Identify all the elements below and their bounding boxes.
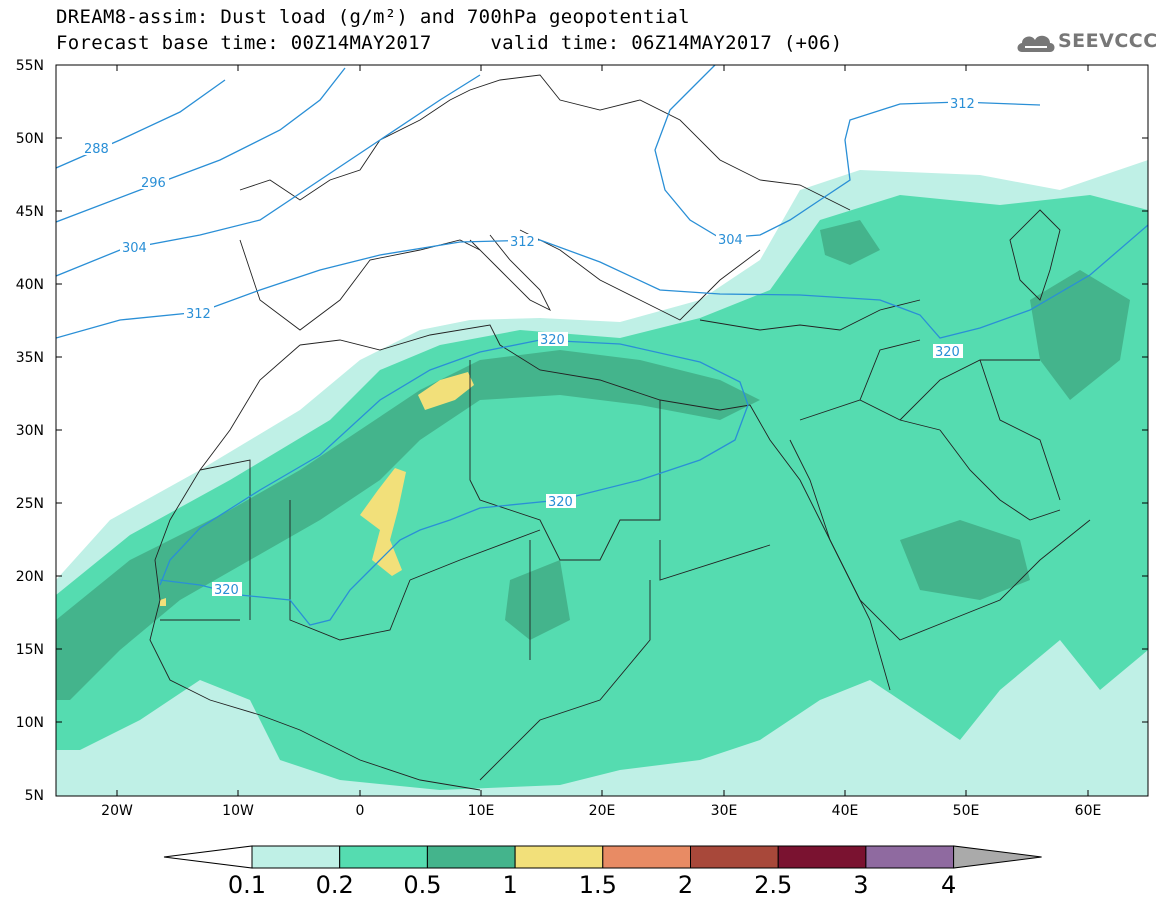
colorbar-segment xyxy=(690,845,779,869)
contour-label: 288 xyxy=(84,142,109,157)
lat-label: 15N xyxy=(16,642,44,658)
lon-label: 20E xyxy=(589,803,616,819)
colorbar-label: 0.1 xyxy=(228,871,266,899)
dust-area-dense-3 xyxy=(1030,270,1130,400)
colorbar-segment xyxy=(426,845,516,869)
coastline-west-africa xyxy=(149,344,481,791)
border-lines-africa xyxy=(160,360,771,781)
dust-area-heavy-1 xyxy=(418,372,474,410)
cloud-logo-icon xyxy=(1017,35,1055,52)
dust-area-heavy-2 xyxy=(360,468,406,576)
lon-label: 10W xyxy=(222,803,254,819)
dust-area-medium xyxy=(56,195,1148,790)
colorbar-label: 3 xyxy=(853,871,868,899)
colorbar-label: 0.5 xyxy=(403,871,441,899)
lat-label: 55N xyxy=(16,58,44,74)
lat-label: 50N xyxy=(16,131,44,147)
lat-label: 5N xyxy=(25,788,44,804)
dust-area-dense-5 xyxy=(505,560,570,640)
dust-area-dense-1 xyxy=(56,350,760,700)
contour-label: 320 xyxy=(214,583,239,598)
lon-label: 60E xyxy=(1075,803,1102,819)
coastline-italy xyxy=(469,234,552,312)
coastline-persian-gulf xyxy=(939,429,1061,521)
contour-label: 312 xyxy=(950,97,975,112)
lon-axis xyxy=(116,65,1089,796)
colorbar-label: 0.2 xyxy=(316,871,354,899)
coastline-europe xyxy=(239,74,851,211)
dust-area-dense-2 xyxy=(900,520,1030,600)
contour-label: 312 xyxy=(510,235,535,250)
lat-label: 30N xyxy=(16,423,44,439)
colorbar-label: 1 xyxy=(502,871,517,899)
dust-area-heavy-3 xyxy=(160,598,166,606)
logo-text: SEEVCCC xyxy=(1058,30,1158,52)
contour-label: 320 xyxy=(540,333,565,348)
colorbar-segment xyxy=(602,845,691,869)
contour-label: 312 xyxy=(186,307,211,322)
contour-label: 320 xyxy=(548,495,573,510)
coastline-caspian xyxy=(1009,209,1061,301)
contour-label: 304 xyxy=(718,233,743,248)
contour-labels: 288 296 304 304 312 312 312 320 320 320 … xyxy=(82,96,978,598)
lon-labels: 20W 10W 0 10E 20E 30E 40E 50E 60E xyxy=(101,803,1101,819)
colorbar-segment xyxy=(514,845,604,869)
border-lines-middle-east xyxy=(799,339,1061,501)
lat-labels: 55N 50N 45N 40N 35N 30N 25N 20N 15N 10N … xyxy=(16,58,44,804)
lat-label: 20N xyxy=(16,569,44,585)
dust-fields xyxy=(56,160,1148,796)
colorbar-segment xyxy=(777,845,867,869)
coastline-arabia xyxy=(789,439,1091,641)
colorbar-segment xyxy=(865,845,955,869)
colorbar-segment xyxy=(251,845,341,869)
lon-label: 0 xyxy=(356,803,365,819)
lat-label: 35N xyxy=(16,350,44,366)
contour-288 xyxy=(56,79,226,169)
lon-label: 10E xyxy=(468,803,495,819)
lat-label: 25N xyxy=(16,496,44,512)
colorbar-under-triangle xyxy=(163,845,253,869)
contour-label: 304 xyxy=(122,241,147,256)
contour-312 xyxy=(56,224,1148,339)
colorbar-label: 1.5 xyxy=(579,871,617,899)
lat-label: 45N xyxy=(16,204,44,220)
colorbar: 0.1 0.2 0.5 1 1.5 2 2.5 3 4 xyxy=(163,845,1042,899)
colorbar-label: 2 xyxy=(678,871,693,899)
contour-label: 296 xyxy=(141,176,166,191)
contour-label: 320 xyxy=(935,345,960,360)
coastline-north-africa xyxy=(299,324,751,411)
contour-320 xyxy=(159,339,749,626)
lon-label: 20W xyxy=(101,803,133,819)
map-title-line1: DREAM8-assim: Dust load (g/m²) and 700hP… xyxy=(56,6,690,28)
lon-label: 30E xyxy=(711,803,738,819)
colorbar-segment xyxy=(339,845,428,869)
colorbar-over-triangle xyxy=(953,845,1042,869)
coastline-red-sea xyxy=(749,404,891,691)
colorbar-label: 2.5 xyxy=(754,871,792,899)
coastline-turkey xyxy=(699,299,921,331)
lon-label: 40E xyxy=(832,803,859,819)
dust-area-dense-4 xyxy=(820,220,880,265)
map-title-line2: Forecast base time: 00Z14MAY2017 valid t… xyxy=(56,32,843,54)
contour-304-west xyxy=(56,74,481,277)
lat-axis xyxy=(56,64,1148,723)
coastline-iberia xyxy=(239,239,481,331)
colorbar-label: 4 xyxy=(941,871,956,899)
lat-label: 10N xyxy=(16,715,44,731)
country-borders xyxy=(149,74,1091,791)
contour-296 xyxy=(56,67,346,223)
contour-304-east xyxy=(654,65,1041,239)
lat-label: 40N xyxy=(16,277,44,293)
lon-label: 50E xyxy=(953,803,980,819)
coastline-balkans xyxy=(519,229,761,321)
